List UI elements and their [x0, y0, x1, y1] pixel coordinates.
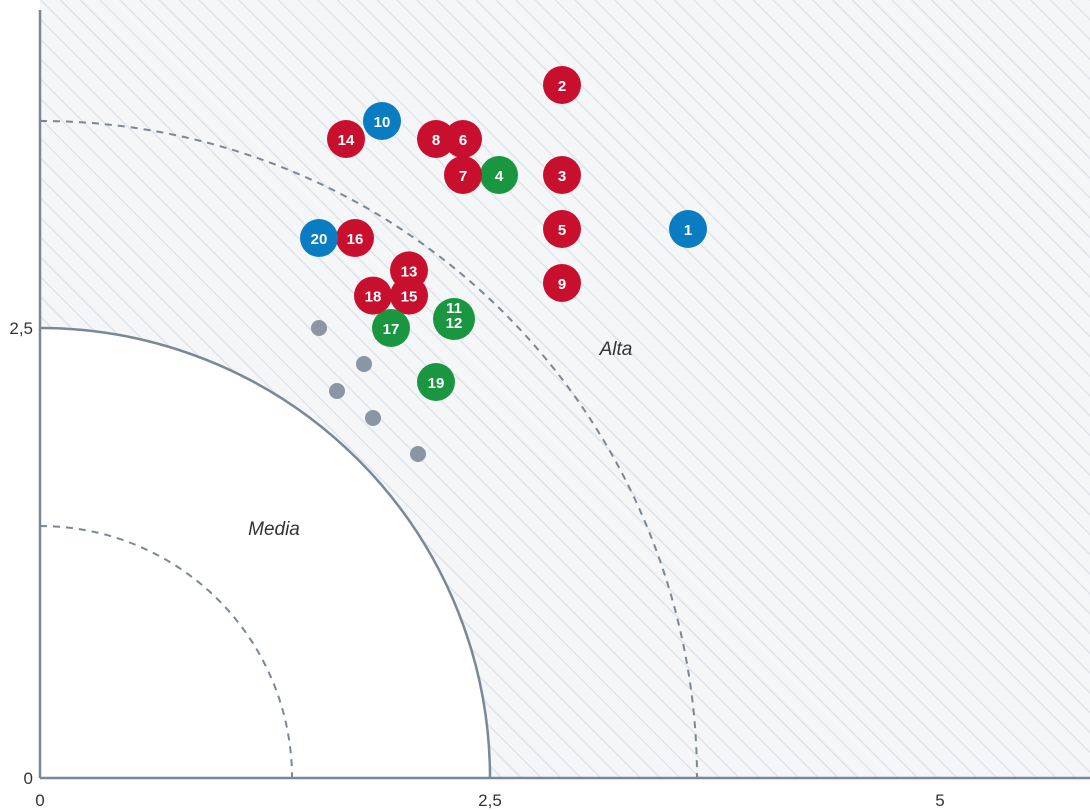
point-label: 18: [365, 289, 382, 306]
y-tick-label: 2,5: [9, 319, 33, 338]
data-point: 17: [372, 309, 410, 347]
data-point: 3: [543, 156, 581, 194]
unlabeled-data-point: [410, 446, 426, 462]
point-marker: [444, 120, 482, 158]
point-label: 5: [558, 222, 566, 239]
data-point: 20: [300, 219, 338, 257]
point-label: 9: [558, 276, 566, 293]
point-marker: [372, 309, 410, 347]
dashed-arc-1: [40, 120, 698, 778]
point-label: 6: [459, 132, 467, 149]
point-marker: [543, 210, 581, 248]
point-marker: [417, 363, 455, 401]
unlabeled-data-point: [356, 356, 372, 372]
point-marker: [543, 264, 581, 302]
media-zone-boundary: [40, 326, 492, 778]
axes: [38, 10, 1090, 780]
data-point: 10: [363, 102, 401, 140]
point-marker: [336, 219, 374, 257]
unlabeled-data-point: [311, 320, 327, 336]
dashed-arc-0: [40, 525, 293, 778]
x-tick-label: 5: [935, 791, 944, 810]
point-label: 8: [432, 132, 440, 149]
point-label: 3: [558, 168, 566, 185]
y-tick-label: 0: [24, 769, 33, 788]
point-marker: [327, 120, 365, 158]
data-point: 5: [543, 210, 581, 248]
point-label: 19: [428, 375, 445, 392]
point-label: 4: [495, 168, 504, 185]
point-label: 15: [401, 289, 418, 306]
point-label: 16: [347, 231, 364, 248]
point-label: 7: [459, 168, 467, 185]
point-marker: [363, 102, 401, 140]
data-point: 15: [390, 276, 428, 315]
data-point: 7: [444, 156, 482, 194]
unlabeled-data-point: [365, 410, 381, 426]
media-zone: [40, 328, 490, 778]
point-marker: [390, 276, 428, 315]
point-label: 14: [338, 132, 355, 149]
data-point: 19: [417, 363, 455, 401]
point-label: 10: [374, 114, 391, 131]
point-label: 12: [446, 315, 463, 332]
point-marker: [543, 66, 581, 104]
data-point: 6: [444, 120, 482, 158]
point-marker: [356, 356, 372, 372]
data-point: 2: [543, 66, 581, 104]
point-marker: [410, 446, 426, 462]
plot-area: [40, 0, 1090, 778]
zone-label-media: Media: [248, 519, 300, 540]
point-marker: [669, 210, 707, 248]
point-marker: [433, 298, 475, 340]
data-point: 4: [480, 156, 518, 194]
point-label: 17: [383, 321, 400, 338]
point-marker: [417, 120, 455, 158]
point-marker: [365, 410, 381, 426]
point-marker: [311, 320, 327, 336]
point-marker: [444, 156, 482, 194]
point-marker: [480, 156, 518, 194]
point-label: 11: [446, 300, 462, 317]
point-marker: [300, 219, 338, 257]
unlabeled-data-point: [329, 383, 345, 399]
data-point: 16: [336, 219, 374, 257]
x-tick-label: 2,5: [478, 791, 502, 810]
point-marker: [543, 156, 581, 194]
point-label: 13: [401, 263, 418, 280]
point-marker: [329, 383, 345, 399]
point-label: 2: [558, 78, 566, 95]
x-tick-label: 0: [35, 791, 44, 810]
data-point: 9: [543, 264, 581, 302]
point-marker: [354, 276, 392, 315]
data-point: 1: [669, 210, 707, 248]
point-label: 20: [311, 231, 328, 248]
data-point: 18: [354, 276, 392, 315]
zone-label-alta: Alta: [599, 339, 633, 360]
data-point: 14: [327, 120, 365, 158]
point-label: 1: [684, 222, 692, 239]
data-point: 8: [417, 120, 455, 158]
zone-labels: Media Alta: [248, 339, 632, 540]
